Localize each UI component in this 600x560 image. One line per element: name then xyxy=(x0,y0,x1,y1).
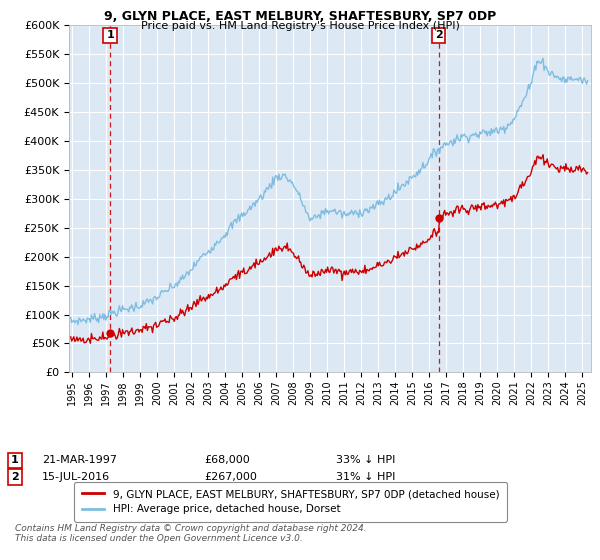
Text: £267,000: £267,000 xyxy=(204,472,257,482)
Text: 2: 2 xyxy=(435,30,443,40)
Text: £68,000: £68,000 xyxy=(204,455,250,465)
Text: 33% ↓ HPI: 33% ↓ HPI xyxy=(336,455,395,465)
Text: Contains HM Land Registry data © Crown copyright and database right 2024.
This d: Contains HM Land Registry data © Crown c… xyxy=(15,524,367,543)
Text: 9, GLYN PLACE, EAST MELBURY, SHAFTESBURY, SP7 0DP: 9, GLYN PLACE, EAST MELBURY, SHAFTESBURY… xyxy=(104,10,496,23)
Text: 15-JUL-2016: 15-JUL-2016 xyxy=(42,472,110,482)
Text: 1: 1 xyxy=(11,455,19,465)
Text: 21-MAR-1997: 21-MAR-1997 xyxy=(42,455,117,465)
Text: Price paid vs. HM Land Registry's House Price Index (HPI): Price paid vs. HM Land Registry's House … xyxy=(140,21,460,31)
Legend: 9, GLYN PLACE, EAST MELBURY, SHAFTESBURY, SP7 0DP (detached house), HPI: Average: 9, GLYN PLACE, EAST MELBURY, SHAFTESBURY… xyxy=(74,482,506,521)
Text: 1: 1 xyxy=(106,30,114,40)
Text: 2: 2 xyxy=(11,472,19,482)
Text: 31% ↓ HPI: 31% ↓ HPI xyxy=(336,472,395,482)
